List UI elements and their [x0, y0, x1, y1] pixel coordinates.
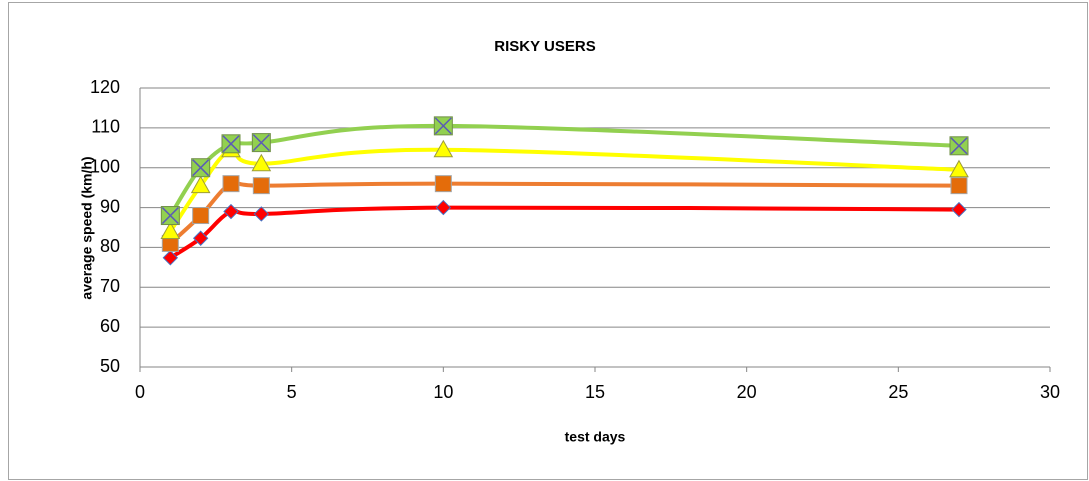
marker-cross — [192, 159, 210, 177]
point-marker — [251, 133, 271, 153]
y-tick-label: 100 — [90, 156, 120, 176]
x-tick-label: 15 — [585, 382, 605, 402]
point-marker — [949, 136, 969, 156]
point-marker — [433, 116, 453, 136]
x-tick-label: 25 — [888, 382, 908, 402]
x-tick-label: 10 — [433, 382, 453, 402]
series-line — [168, 147, 960, 233]
marker-cross — [161, 207, 179, 225]
x-tick-label: 5 — [287, 382, 297, 402]
point-marker — [160, 221, 181, 239]
point-marker — [951, 201, 967, 218]
y-tick-label: 50 — [100, 356, 120, 376]
point-marker — [949, 159, 969, 178]
point-marker — [190, 175, 211, 194]
point-marker — [253, 206, 270, 222]
y-tick-label: 110 — [91, 117, 120, 137]
y-axis-label: average speed (km/h) — [79, 156, 95, 299]
y-tick-label: 60 — [100, 316, 120, 336]
marker-cross — [950, 137, 968, 155]
y-tick-label: 90 — [100, 196, 120, 216]
point-marker — [191, 158, 211, 178]
marker-cross — [252, 134, 270, 152]
point-marker — [434, 175, 452, 193]
marker-cross — [222, 135, 240, 153]
y-tick-label: 80 — [100, 236, 120, 256]
x-axis-label: test days — [565, 429, 626, 445]
point-marker — [950, 177, 968, 195]
chart-title: RISKY USERS — [494, 38, 595, 55]
x-tick-label: 0 — [135, 382, 145, 402]
point-marker — [192, 230, 209, 246]
point-marker — [251, 153, 272, 172]
point-marker — [221, 134, 241, 154]
y-tick-label: 70 — [100, 276, 120, 296]
point-marker — [223, 203, 239, 220]
point-marker — [192, 207, 210, 225]
point-marker — [222, 175, 240, 193]
point-marker — [162, 250, 179, 266]
y-tick-label: 120 — [90, 77, 120, 97]
point-marker — [160, 206, 180, 226]
point-marker — [433, 139, 454, 158]
point-marker — [435, 199, 452, 216]
marker-cross — [434, 117, 452, 135]
x-tick-label: 30 — [1040, 382, 1060, 402]
chart-border — [8, 2, 1088, 480]
point-marker — [252, 177, 270, 195]
x-tick-label: 20 — [737, 382, 757, 402]
